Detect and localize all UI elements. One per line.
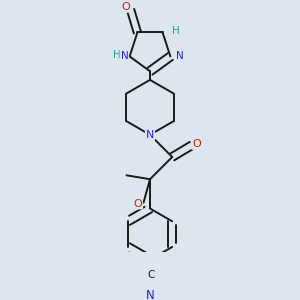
- Text: O: O: [192, 139, 201, 149]
- Text: H: H: [172, 26, 180, 36]
- Text: O: O: [122, 2, 130, 12]
- Text: N: N: [121, 51, 128, 61]
- Text: N: N: [176, 51, 184, 62]
- Text: N: N: [146, 289, 154, 300]
- Text: N: N: [146, 130, 154, 140]
- Text: C: C: [147, 270, 155, 280]
- Text: O: O: [134, 199, 142, 208]
- Text: H: H: [113, 50, 121, 60]
